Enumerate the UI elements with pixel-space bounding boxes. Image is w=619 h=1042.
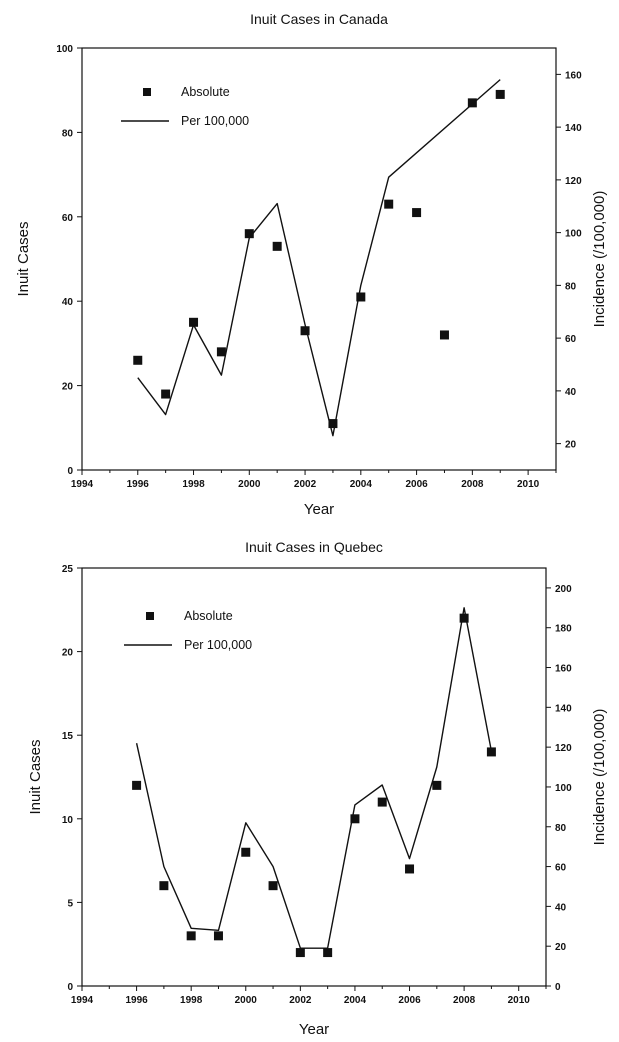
y-tick-label: 80 bbox=[62, 128, 74, 139]
x-tick-label: 2004 bbox=[350, 479, 373, 490]
series-line-per-100000 bbox=[135, 607, 493, 949]
y2-tick-label: 160 bbox=[555, 664, 572, 675]
data-point-absolute bbox=[323, 948, 333, 958]
y-tick-label: 20 bbox=[62, 648, 74, 659]
y2-tick-label: 0 bbox=[555, 982, 561, 993]
y-tick-label: 0 bbox=[67, 466, 73, 477]
y-tick-label: 40 bbox=[62, 297, 74, 308]
y-axis-label: Inuit Cases bbox=[27, 739, 44, 814]
x-tick-label: 1998 bbox=[182, 479, 205, 490]
y2-tick-label: 180 bbox=[555, 624, 572, 635]
legend-label-absolute: Absolute bbox=[184, 609, 233, 623]
y2-tick-label: 60 bbox=[565, 334, 577, 345]
y2-tick-label: 20 bbox=[555, 942, 567, 953]
legend-label-per-100000: Per 100,000 bbox=[181, 114, 249, 128]
x-tick-label: 2010 bbox=[508, 995, 531, 1006]
chart-title: Inuit Cases in Canada bbox=[250, 11, 388, 27]
data-point-absolute bbox=[467, 98, 477, 108]
y2-tick-label: 40 bbox=[565, 387, 577, 398]
data-point-absolute bbox=[159, 881, 169, 891]
y2-axis-label: Incidence (/100,000) bbox=[591, 191, 608, 328]
data-point-absolute bbox=[377, 797, 387, 807]
data-point-absolute bbox=[405, 864, 415, 874]
x-tick-label: 2004 bbox=[344, 995, 367, 1006]
y-tick-label: 25 bbox=[62, 564, 74, 575]
data-point-absolute bbox=[272, 241, 282, 251]
y2-tick-label: 40 bbox=[555, 902, 567, 913]
data-point-absolute bbox=[384, 199, 394, 209]
chart-title: Inuit Cases in Quebec bbox=[245, 539, 383, 555]
x-tick-label: 2002 bbox=[289, 995, 312, 1006]
y2-axis-label: Incidence (/100,000) bbox=[591, 709, 608, 846]
y-axis-label: Inuit Cases bbox=[15, 221, 32, 296]
y2-tick-label: 120 bbox=[565, 176, 582, 187]
data-point-absolute bbox=[350, 814, 360, 824]
data-point-absolute bbox=[300, 326, 310, 336]
legend-marker-absolute bbox=[146, 612, 154, 620]
data-point-absolute bbox=[328, 419, 338, 429]
y2-tick-label: 100 bbox=[555, 783, 572, 794]
data-point-absolute bbox=[244, 229, 254, 239]
y2-tick-label: 200 bbox=[555, 584, 572, 595]
y2-tick-label: 80 bbox=[565, 281, 577, 292]
series-line-per-100000 bbox=[137, 79, 501, 437]
data-point-absolute bbox=[213, 931, 223, 941]
x-tick-label: 2008 bbox=[453, 995, 476, 1006]
y2-tick-label: 80 bbox=[555, 823, 567, 834]
y-tick-label: 60 bbox=[62, 213, 74, 224]
data-point-absolute bbox=[133, 355, 143, 365]
data-point-absolute bbox=[132, 780, 142, 790]
x-axis-label: Year bbox=[299, 1021, 329, 1038]
data-point-absolute bbox=[268, 881, 278, 891]
y-tick-label: 10 bbox=[62, 815, 74, 826]
legend-label-absolute: Absolute bbox=[181, 85, 230, 99]
x-tick-label: 1996 bbox=[125, 995, 148, 1006]
x-tick-label: 2008 bbox=[461, 479, 484, 490]
y2-tick-label: 140 bbox=[555, 703, 572, 714]
x-tick-label: 1998 bbox=[180, 995, 203, 1006]
x-tick-label: 2006 bbox=[398, 995, 421, 1006]
data-point-absolute bbox=[216, 347, 226, 357]
data-point-absolute bbox=[495, 89, 505, 99]
y2-tick-label: 160 bbox=[565, 70, 582, 81]
data-point-absolute bbox=[161, 389, 171, 399]
plot-frame bbox=[81, 567, 547, 987]
data-point-absolute bbox=[189, 317, 199, 327]
x-tick-label: 1994 bbox=[71, 479, 94, 490]
data-point-absolute bbox=[412, 208, 422, 218]
data-point-absolute bbox=[486, 747, 496, 757]
data-point-absolute bbox=[356, 292, 366, 302]
y-tick-label: 100 bbox=[56, 44, 73, 55]
plot-frame bbox=[81, 47, 557, 471]
y2-tick-label: 120 bbox=[555, 743, 572, 754]
x-tick-label: 2002 bbox=[294, 479, 317, 490]
x-tick-label: 2000 bbox=[235, 995, 258, 1006]
data-point-absolute bbox=[439, 330, 449, 340]
y-tick-label: 0 bbox=[67, 982, 73, 993]
data-point-absolute bbox=[295, 948, 305, 958]
data-point-absolute bbox=[186, 931, 196, 941]
x-tick-label: 2006 bbox=[405, 479, 428, 490]
legend-label-per-100000: Per 100,000 bbox=[184, 638, 252, 652]
x-tick-label: 2000 bbox=[238, 479, 261, 490]
y2-tick-label: 60 bbox=[555, 863, 567, 874]
y-tick-label: 15 bbox=[62, 731, 74, 742]
y-tick-label: 5 bbox=[67, 898, 73, 909]
data-point-absolute bbox=[459, 613, 469, 623]
y2-tick-label: 100 bbox=[565, 229, 582, 240]
legend-marker-absolute bbox=[143, 88, 151, 96]
x-tick-label: 1996 bbox=[127, 479, 150, 490]
y2-tick-label: 140 bbox=[565, 123, 582, 134]
x-tick-label: 2010 bbox=[517, 479, 540, 490]
y2-tick-label: 20 bbox=[565, 440, 577, 451]
x-tick-label: 1994 bbox=[71, 995, 94, 1006]
data-point-absolute bbox=[241, 847, 251, 857]
data-point-absolute bbox=[432, 780, 442, 790]
y-tick-label: 20 bbox=[62, 382, 74, 393]
x-axis-label: Year bbox=[304, 501, 334, 518]
